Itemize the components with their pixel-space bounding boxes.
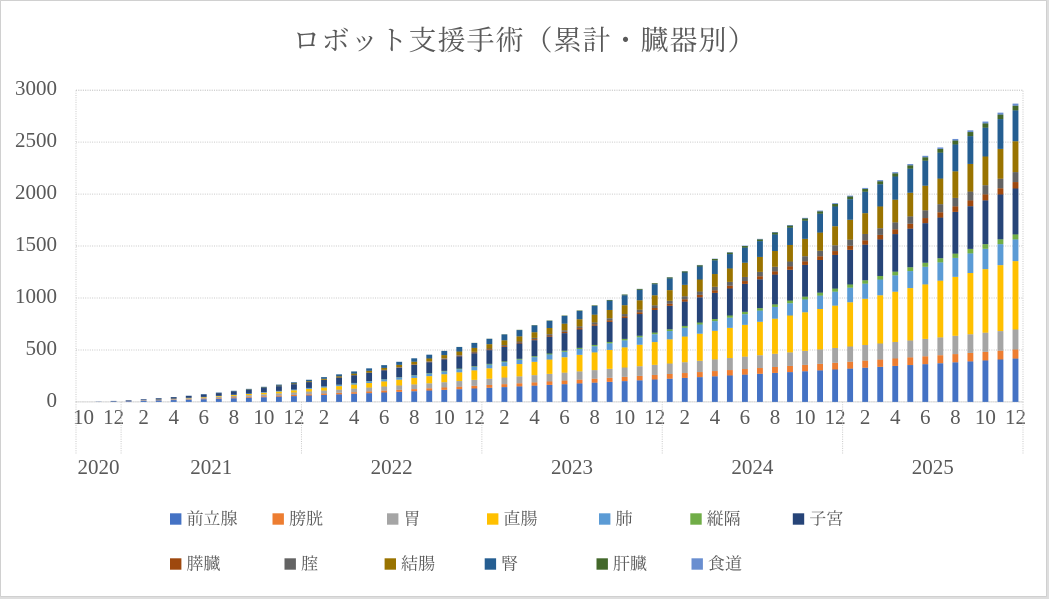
svg-text:3000: 3000 — [15, 76, 57, 100]
svg-text:2023: 2023 — [551, 455, 593, 479]
svg-text:食道: 食道 — [708, 554, 742, 573]
svg-text:10: 10 — [975, 405, 996, 429]
svg-text:肝臓: 肝臓 — [613, 554, 647, 573]
svg-text:6: 6 — [740, 405, 751, 429]
svg-text:2020: 2020 — [78, 455, 120, 479]
svg-text:腎: 腎 — [501, 554, 518, 573]
svg-text:2: 2 — [138, 405, 149, 429]
svg-text:6: 6 — [379, 405, 390, 429]
svg-text:2: 2 — [499, 405, 510, 429]
svg-text:腟: 腟 — [301, 554, 318, 573]
svg-text:500: 500 — [26, 336, 58, 360]
svg-text:2: 2 — [860, 405, 871, 429]
svg-text:2021: 2021 — [190, 455, 232, 479]
svg-text:4: 4 — [710, 405, 721, 429]
svg-text:8: 8 — [229, 405, 240, 429]
svg-text:4: 4 — [349, 405, 360, 429]
svg-text:8: 8 — [950, 405, 961, 429]
svg-text:結腸: 結腸 — [401, 554, 435, 573]
svg-text:6: 6 — [199, 405, 210, 429]
svg-text:10: 10 — [253, 405, 274, 429]
svg-text:縦隔: 縦隔 — [707, 509, 741, 528]
svg-text:前立腺: 前立腺 — [186, 509, 237, 528]
svg-text:1500: 1500 — [15, 232, 57, 256]
svg-text:8: 8 — [770, 405, 781, 429]
svg-text:2024: 2024 — [731, 455, 774, 479]
svg-text:6: 6 — [559, 405, 570, 429]
svg-text:10: 10 — [614, 405, 635, 429]
svg-text:2022: 2022 — [371, 455, 413, 479]
svg-text:直腸: 直腸 — [503, 509, 537, 528]
svg-text:2: 2 — [680, 405, 691, 429]
svg-text:10: 10 — [434, 405, 455, 429]
svg-text:2025: 2025 — [912, 455, 954, 479]
svg-text:胃: 胃 — [403, 509, 420, 528]
svg-text:4: 4 — [168, 405, 179, 429]
svg-text:4: 4 — [529, 405, 540, 429]
svg-text:0: 0 — [47, 388, 58, 412]
svg-text:子宮: 子宮 — [809, 509, 843, 528]
svg-text:4: 4 — [890, 405, 901, 429]
svg-text:6: 6 — [920, 405, 931, 429]
svg-text:膵臓: 膵臓 — [186, 554, 220, 573]
svg-text:肺: 肺 — [615, 509, 632, 528]
svg-text:8: 8 — [589, 405, 600, 429]
svg-text:10: 10 — [795, 405, 816, 429]
svg-text:2500: 2500 — [15, 128, 57, 152]
svg-text:2000: 2000 — [15, 180, 57, 204]
svg-text:8: 8 — [409, 405, 420, 429]
svg-text:膀胱: 膀胱 — [289, 509, 323, 528]
svg-text:1000: 1000 — [15, 284, 57, 308]
svg-text:2: 2 — [319, 405, 330, 429]
